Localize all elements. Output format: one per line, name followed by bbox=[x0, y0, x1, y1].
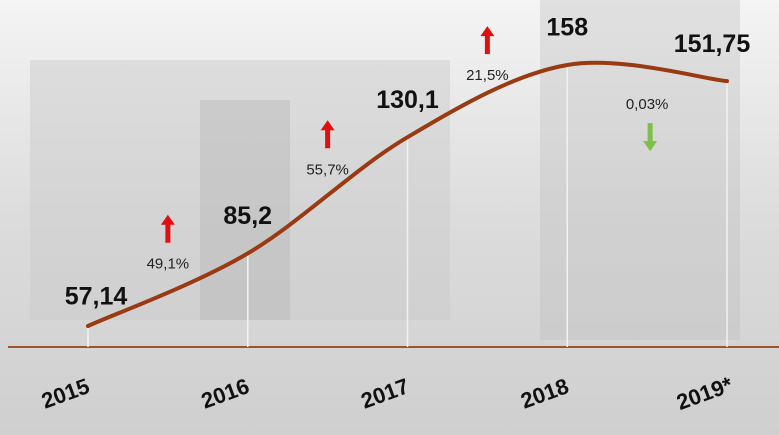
change-arrow bbox=[480, 26, 495, 55]
change-arrow bbox=[643, 123, 658, 152]
percent-change: 21,5% bbox=[466, 67, 509, 84]
background-building bbox=[200, 100, 290, 320]
value-label: 130,1 bbox=[376, 86, 439, 114]
value-label: 85,2 bbox=[223, 202, 272, 230]
change-arrow bbox=[160, 214, 175, 243]
percent-change: 49,1% bbox=[147, 256, 190, 273]
line bbox=[86, 60, 729, 328]
value-label: 158 bbox=[546, 14, 588, 42]
percent-change: 55,7% bbox=[306, 161, 349, 178]
percent-change: 0,03% bbox=[626, 96, 669, 113]
value-label: 151,75 bbox=[674, 30, 751, 58]
background-tower bbox=[540, 0, 740, 340]
change-arrow bbox=[320, 120, 335, 149]
background-building bbox=[30, 60, 450, 320]
value-label: 57,14 bbox=[65, 283, 128, 311]
